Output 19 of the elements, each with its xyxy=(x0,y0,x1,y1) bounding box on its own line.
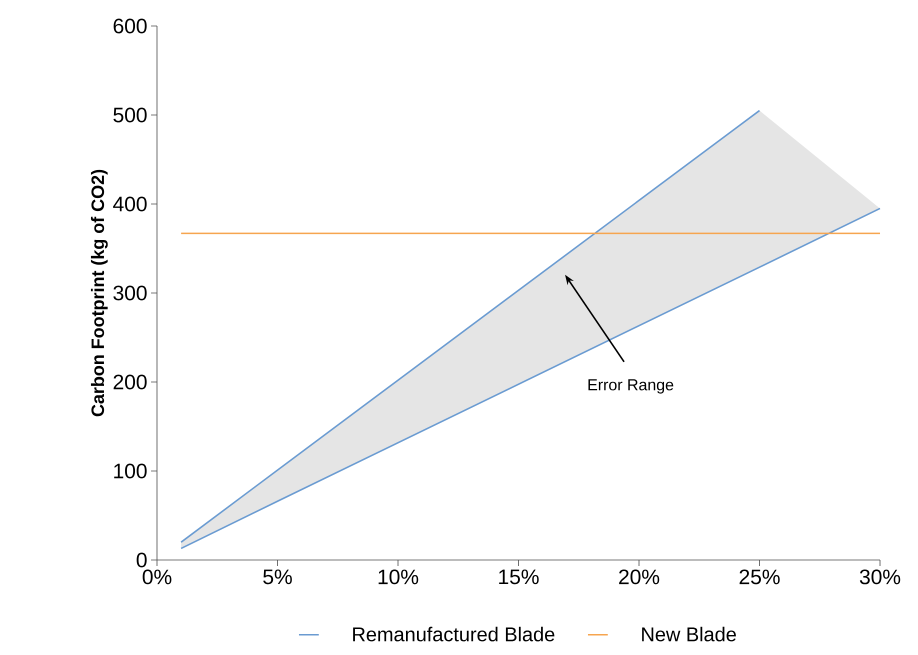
y-tick-label: 100 xyxy=(114,464,147,478)
x-tick-label: 30% xyxy=(860,569,900,584)
y-tick-label: 200 xyxy=(114,374,147,390)
line-series xyxy=(180,208,881,550)
y-tick-label: 300 xyxy=(113,286,147,300)
annotation: Error Range xyxy=(588,379,674,394)
legend-label: Remanufactured Blade xyxy=(353,626,554,642)
y-tick-label: 400 xyxy=(113,196,147,212)
x-tick-label: 20% xyxy=(619,569,660,584)
x-tick-label: 15% xyxy=(499,570,539,584)
legend-label: New Blade xyxy=(642,626,736,642)
y-axis-title: Carbon Footprint (kg of CO2) xyxy=(90,170,108,416)
x-tick-label: 5% xyxy=(263,570,292,584)
y-tick-label: 0 xyxy=(136,552,147,568)
x-tick-label: 10% xyxy=(378,569,418,584)
x-tick-label: 25% xyxy=(740,569,780,584)
y-tick-label: 600 xyxy=(114,18,147,34)
y-tick-label: 500 xyxy=(113,108,147,122)
x-tick-label: 0% xyxy=(142,569,172,584)
